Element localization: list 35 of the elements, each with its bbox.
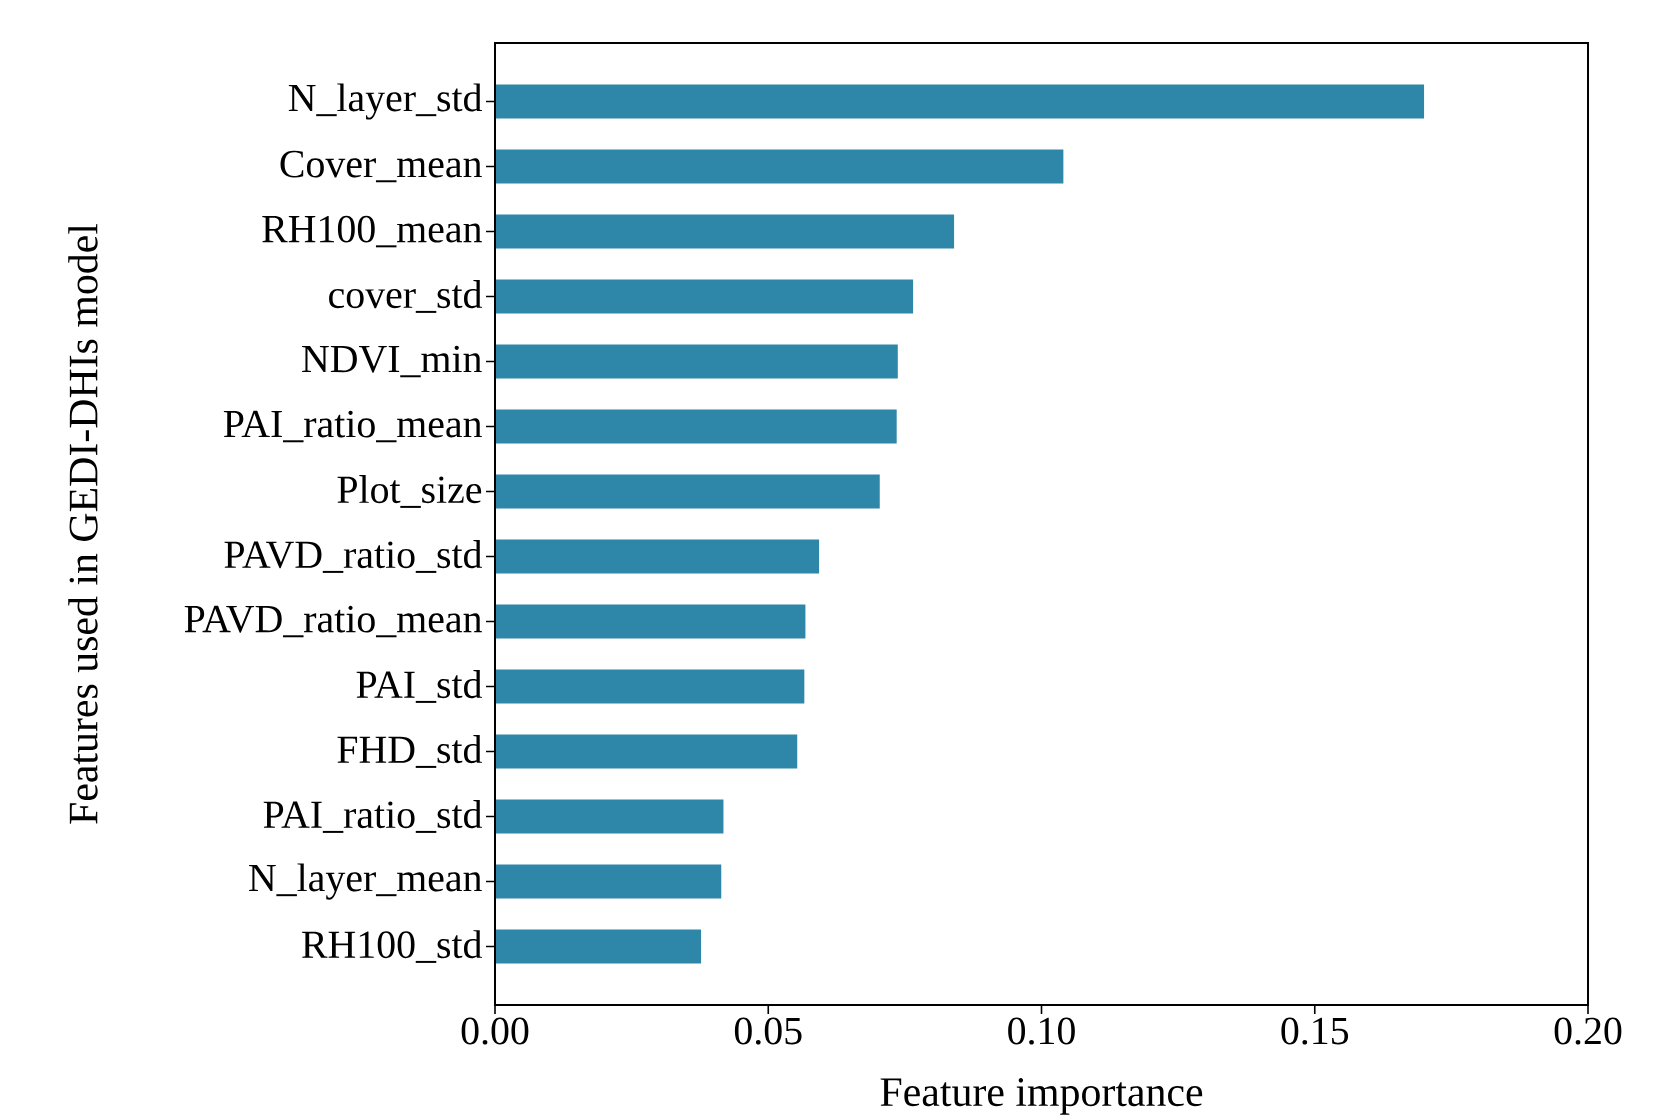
y-tick-label: Plot_size [337, 475, 482, 508]
bar [495, 799, 724, 834]
bar [495, 344, 898, 379]
bar [495, 734, 798, 769]
y-tick-label: PAVD_ratio_std [224, 540, 483, 573]
y-tick-label: N_layer_std [288, 83, 483, 120]
bar [495, 214, 955, 249]
bar [495, 669, 805, 704]
x-tick-label: 0.05 [734, 1017, 802, 1045]
y-tick-label: FHD_std [337, 735, 482, 768]
x-tick-label: 0.20 [1554, 1017, 1622, 1045]
y-tick-label: PAI_ratio_mean [223, 410, 482, 443]
bar [495, 929, 702, 964]
x-tick-label: 0.10 [1008, 1017, 1075, 1045]
y-tick-label: N_layer_mean [249, 863, 482, 900]
y-tick-label: PAI_std [356, 670, 483, 703]
y-axis-title: Features used in GEDI-DHIs model [68, 223, 98, 824]
y-tick-label: RH100_mean [262, 215, 482, 248]
y-tick-label: RH100_std [302, 930, 482, 963]
bar [495, 149, 1064, 184]
x-axis-title: Feature importance [880, 1078, 1203, 1115]
bar [495, 84, 1425, 119]
bar [495, 539, 820, 574]
y-tick-label: PAVD_ratio_mean [184, 605, 482, 638]
y-tick-label: cover_std [329, 280, 483, 313]
bar [495, 279, 914, 314]
x-tick-label: 0.00 [461, 1017, 529, 1045]
y-tick-label: Cover_mean [280, 150, 482, 183]
bar [495, 409, 897, 444]
bar [495, 604, 806, 639]
y-tick-label: NDVI_min [302, 345, 482, 378]
bar [495, 864, 722, 899]
y-tick-label: PAI_ratio_std [263, 800, 483, 833]
bar [495, 474, 880, 509]
x-tick-label: 0.15 [1281, 1017, 1349, 1045]
